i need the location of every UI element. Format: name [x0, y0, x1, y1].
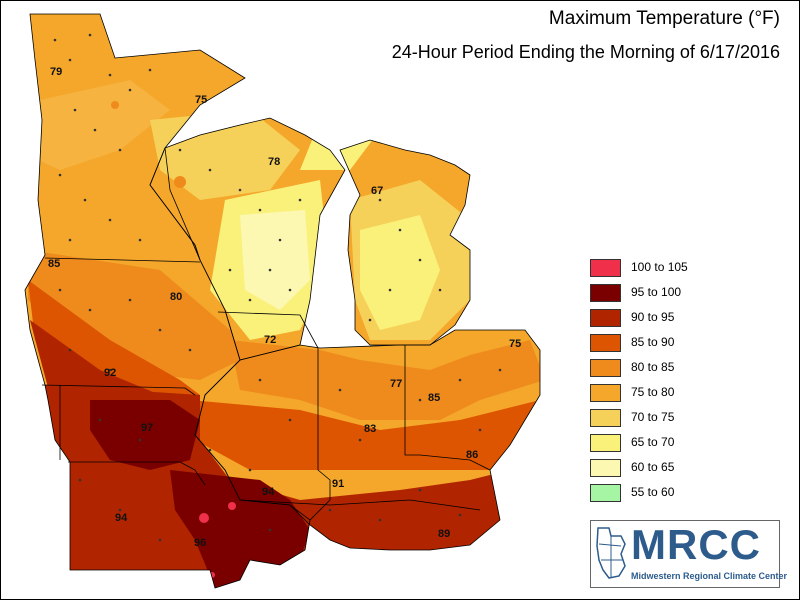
map-label: 91	[332, 478, 344, 490]
map-subtitle: 24-Hour Period Ending the Morning of 6/1…	[391, 42, 780, 62]
map-label: 86	[466, 449, 478, 461]
legend-label: 75 to 80	[631, 385, 675, 399]
legend-label: 60 to 65	[631, 460, 675, 474]
logo-text: MRCC	[631, 521, 761, 568]
map-label: 85	[48, 258, 60, 270]
midwest-region-icon	[596, 527, 626, 579]
map-label: 94	[115, 512, 128, 524]
legend-label: 55 to 60	[631, 485, 675, 499]
legend-label: 85 to 90	[631, 335, 675, 349]
legend-swatch	[590, 409, 621, 427]
legend-swatch	[590, 359, 621, 377]
legend-swatch	[590, 284, 621, 302]
map-label: 89	[438, 528, 450, 540]
map-title: Maximum Temperature (°F)	[548, 8, 780, 29]
legend-swatch	[590, 434, 621, 452]
logo-subtitle: Midwestern Regional Climate Center	[631, 571, 788, 581]
mrcc-logo: MRCC Midwestern Regional Climate Center	[590, 520, 787, 588]
legend-label: 65 to 70	[631, 435, 675, 449]
map-label: 67	[371, 185, 383, 197]
legend-swatch	[590, 484, 621, 502]
legend-swatch	[590, 259, 621, 277]
map-label: 79	[50, 66, 62, 78]
map-label: 92	[104, 367, 116, 379]
legend-swatch	[590, 309, 621, 327]
map-label: 83	[364, 423, 376, 435]
map-label: 96	[194, 537, 206, 549]
legend-label: 100 to 105	[631, 260, 688, 274]
map-label: 85	[428, 392, 440, 404]
map-label: 77	[390, 378, 402, 390]
legend-label: 90 to 95	[631, 310, 675, 324]
map-label: 75	[195, 94, 207, 106]
legend-label: 80 to 85	[631, 360, 675, 374]
legend-swatch	[590, 334, 621, 352]
legend-swatch	[590, 384, 621, 402]
legend-swatch	[590, 459, 621, 477]
legend-label: 95 to 100	[631, 285, 682, 299]
map-label: 75	[509, 338, 521, 350]
map-label: 97	[141, 422, 153, 434]
map-label: 80	[170, 291, 182, 303]
legend-label: 70 to 75	[631, 410, 675, 424]
map-label: 72	[264, 334, 276, 346]
map-label: 78	[268, 156, 280, 168]
map-label: 94	[262, 486, 275, 498]
